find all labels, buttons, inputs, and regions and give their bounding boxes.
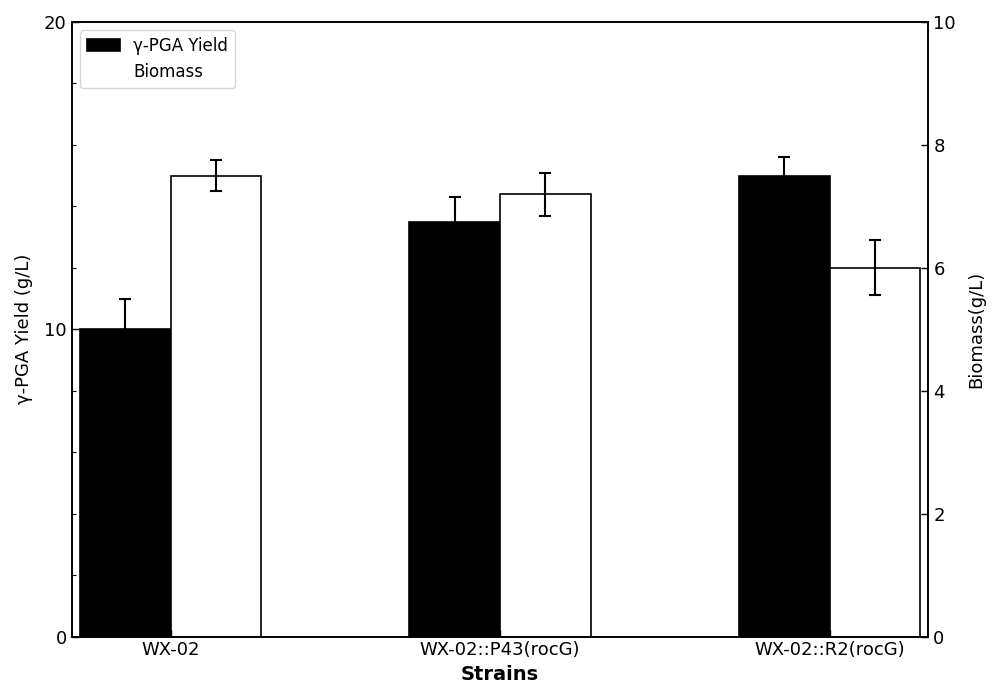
Y-axis label: Biomass(g/L): Biomass(g/L) xyxy=(967,271,985,388)
Y-axis label: γ-PGA Yield (g/L): γ-PGA Yield (g/L) xyxy=(15,254,33,405)
Bar xyxy=(80,329,171,637)
Bar xyxy=(739,175,830,637)
Legend: γ-PGA Yield, Biomass: γ-PGA Yield, Biomass xyxy=(80,30,235,88)
Bar xyxy=(409,222,500,637)
Bar xyxy=(500,194,591,637)
Bar xyxy=(830,268,920,637)
Bar xyxy=(171,175,261,637)
X-axis label: Strains: Strains xyxy=(461,665,539,684)
